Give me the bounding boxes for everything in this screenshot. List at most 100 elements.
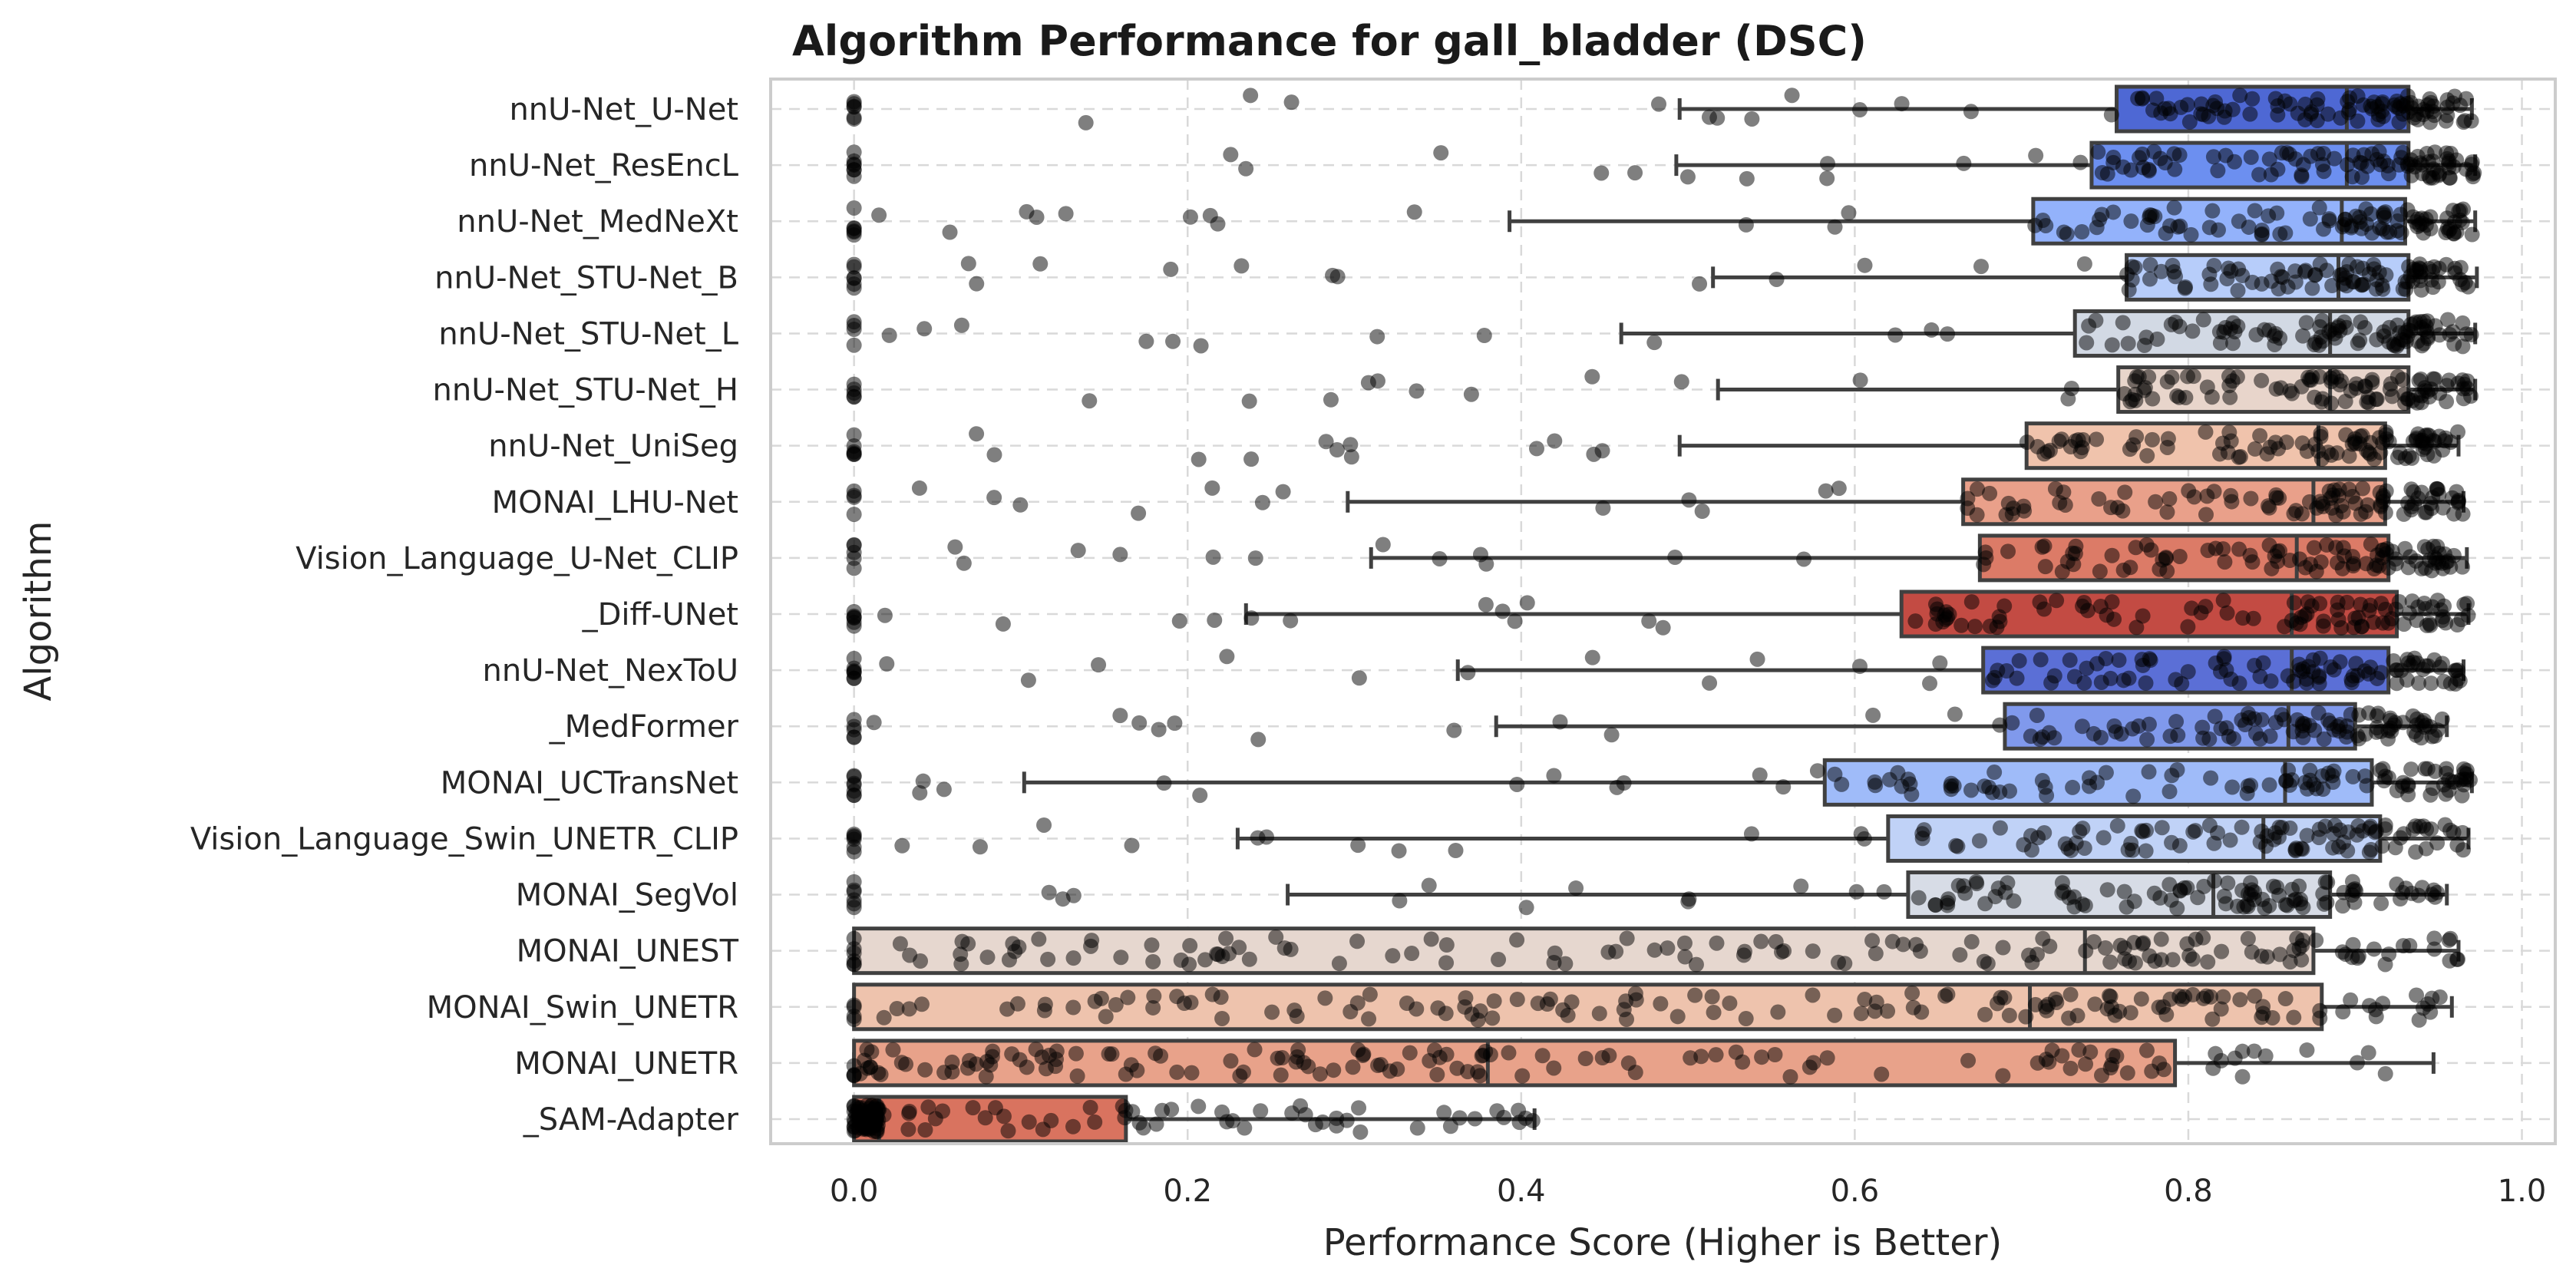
strip-point [1491,952,1507,968]
strip-point [953,317,969,333]
strip-point [1834,776,1850,792]
strip-point [2134,652,2150,668]
strip-point [2422,221,2439,237]
strip-point [2138,843,2154,859]
strip-point [2092,563,2108,580]
strip-point [1218,930,1234,946]
strip-point [1960,490,1976,507]
strip-point [2062,652,2078,669]
strip-point [2345,768,2361,784]
strip-point [1528,441,1544,457]
strip-point [2280,762,2297,778]
strip-point [2089,431,2105,447]
strip-point [2234,1068,2251,1085]
strip-point [1514,1068,1531,1084]
strip-point [1084,933,1100,949]
strip-point [1948,837,1964,854]
strip-point [1219,649,1235,665]
strip-point [1738,216,1754,233]
strip-point [1210,216,1226,232]
strip-point [846,712,862,728]
strip-point [2372,762,2388,778]
strip-point [1043,1112,1059,1128]
strip-point [2323,322,2340,338]
strip-point [1694,504,1710,520]
strip-point [2414,157,2430,173]
strip-point [1117,1110,1133,1126]
strip-point [873,1066,889,1082]
strip-point [2094,1067,2110,1083]
strip-point [881,327,897,343]
strip-point [2420,996,2436,1012]
strip-point [1148,1116,1164,1132]
strip-point [2311,821,2327,837]
strip-point [2403,167,2419,183]
strip-point [1793,878,1809,894]
strip-point [1223,147,1239,163]
strip-point [1361,1011,1377,1027]
strip-point [972,839,988,855]
strip-point [2037,559,2053,575]
strip-point [1687,987,1703,1003]
strip-point [1709,935,1725,951]
strip-point [2377,1065,2393,1082]
strip-point [2350,88,2366,104]
strip-point [2274,707,2290,723]
strip-point [1990,996,2006,1012]
strip-point [2199,379,2215,395]
strip-point [1296,1055,1312,1071]
strip-point [2447,265,2463,281]
strip-point [2142,948,2158,964]
strip-point [1660,940,1676,956]
strip-point [2413,484,2429,500]
strip-point [2305,652,2321,668]
strip-point [2388,662,2404,678]
strip-point [1967,619,1983,635]
strip-point [2185,368,2201,385]
strip-point [2138,675,2154,691]
strip-point [1754,1049,1770,1065]
strip-point [2144,431,2160,447]
strip-point [2119,1065,2135,1081]
strip-point [915,773,931,789]
strip-point [2098,651,2114,667]
strip-point [2326,763,2342,779]
strip-point [2180,664,2196,680]
strip-point [2438,113,2454,129]
strip-point [1940,897,1956,913]
strip-point [1693,1049,1709,1065]
strip-point [1519,595,1535,611]
strip-point [2195,730,2211,746]
strip-point [2246,891,2262,907]
strip-point [1927,616,1944,632]
strip-point [2311,675,2327,692]
strip-point [2307,722,2323,738]
strip-point [1986,765,2003,781]
strip-point [2223,433,2239,449]
strip-point [2230,898,2246,914]
strip-point [2170,219,2186,235]
strip-point [1986,669,2003,685]
strip-point [1904,985,1920,1001]
strip-point [1329,442,1345,458]
strip-point [2090,144,2106,160]
strip-point [2097,940,2113,956]
strip-point [2324,278,2340,294]
strip-point [1243,610,1260,626]
strip-point [2016,503,2033,519]
strip-point [1409,383,1425,399]
strip-point [2370,670,2386,686]
strip-point [1831,481,1847,497]
strip-point [2234,267,2251,283]
strip-point [2223,487,2239,504]
strip-point [1774,944,1790,960]
strip-point [1982,485,1998,501]
strip-point [1463,386,1479,402]
strip-point [846,997,862,1013]
strip-point [2172,882,2188,898]
strip-point [2065,779,2081,795]
strip-point [2046,730,2062,746]
y-tick-label: MONAI_Swin_UNETR [427,990,738,1025]
strip-point [1848,883,1864,900]
strip-point [1995,1068,2011,1084]
